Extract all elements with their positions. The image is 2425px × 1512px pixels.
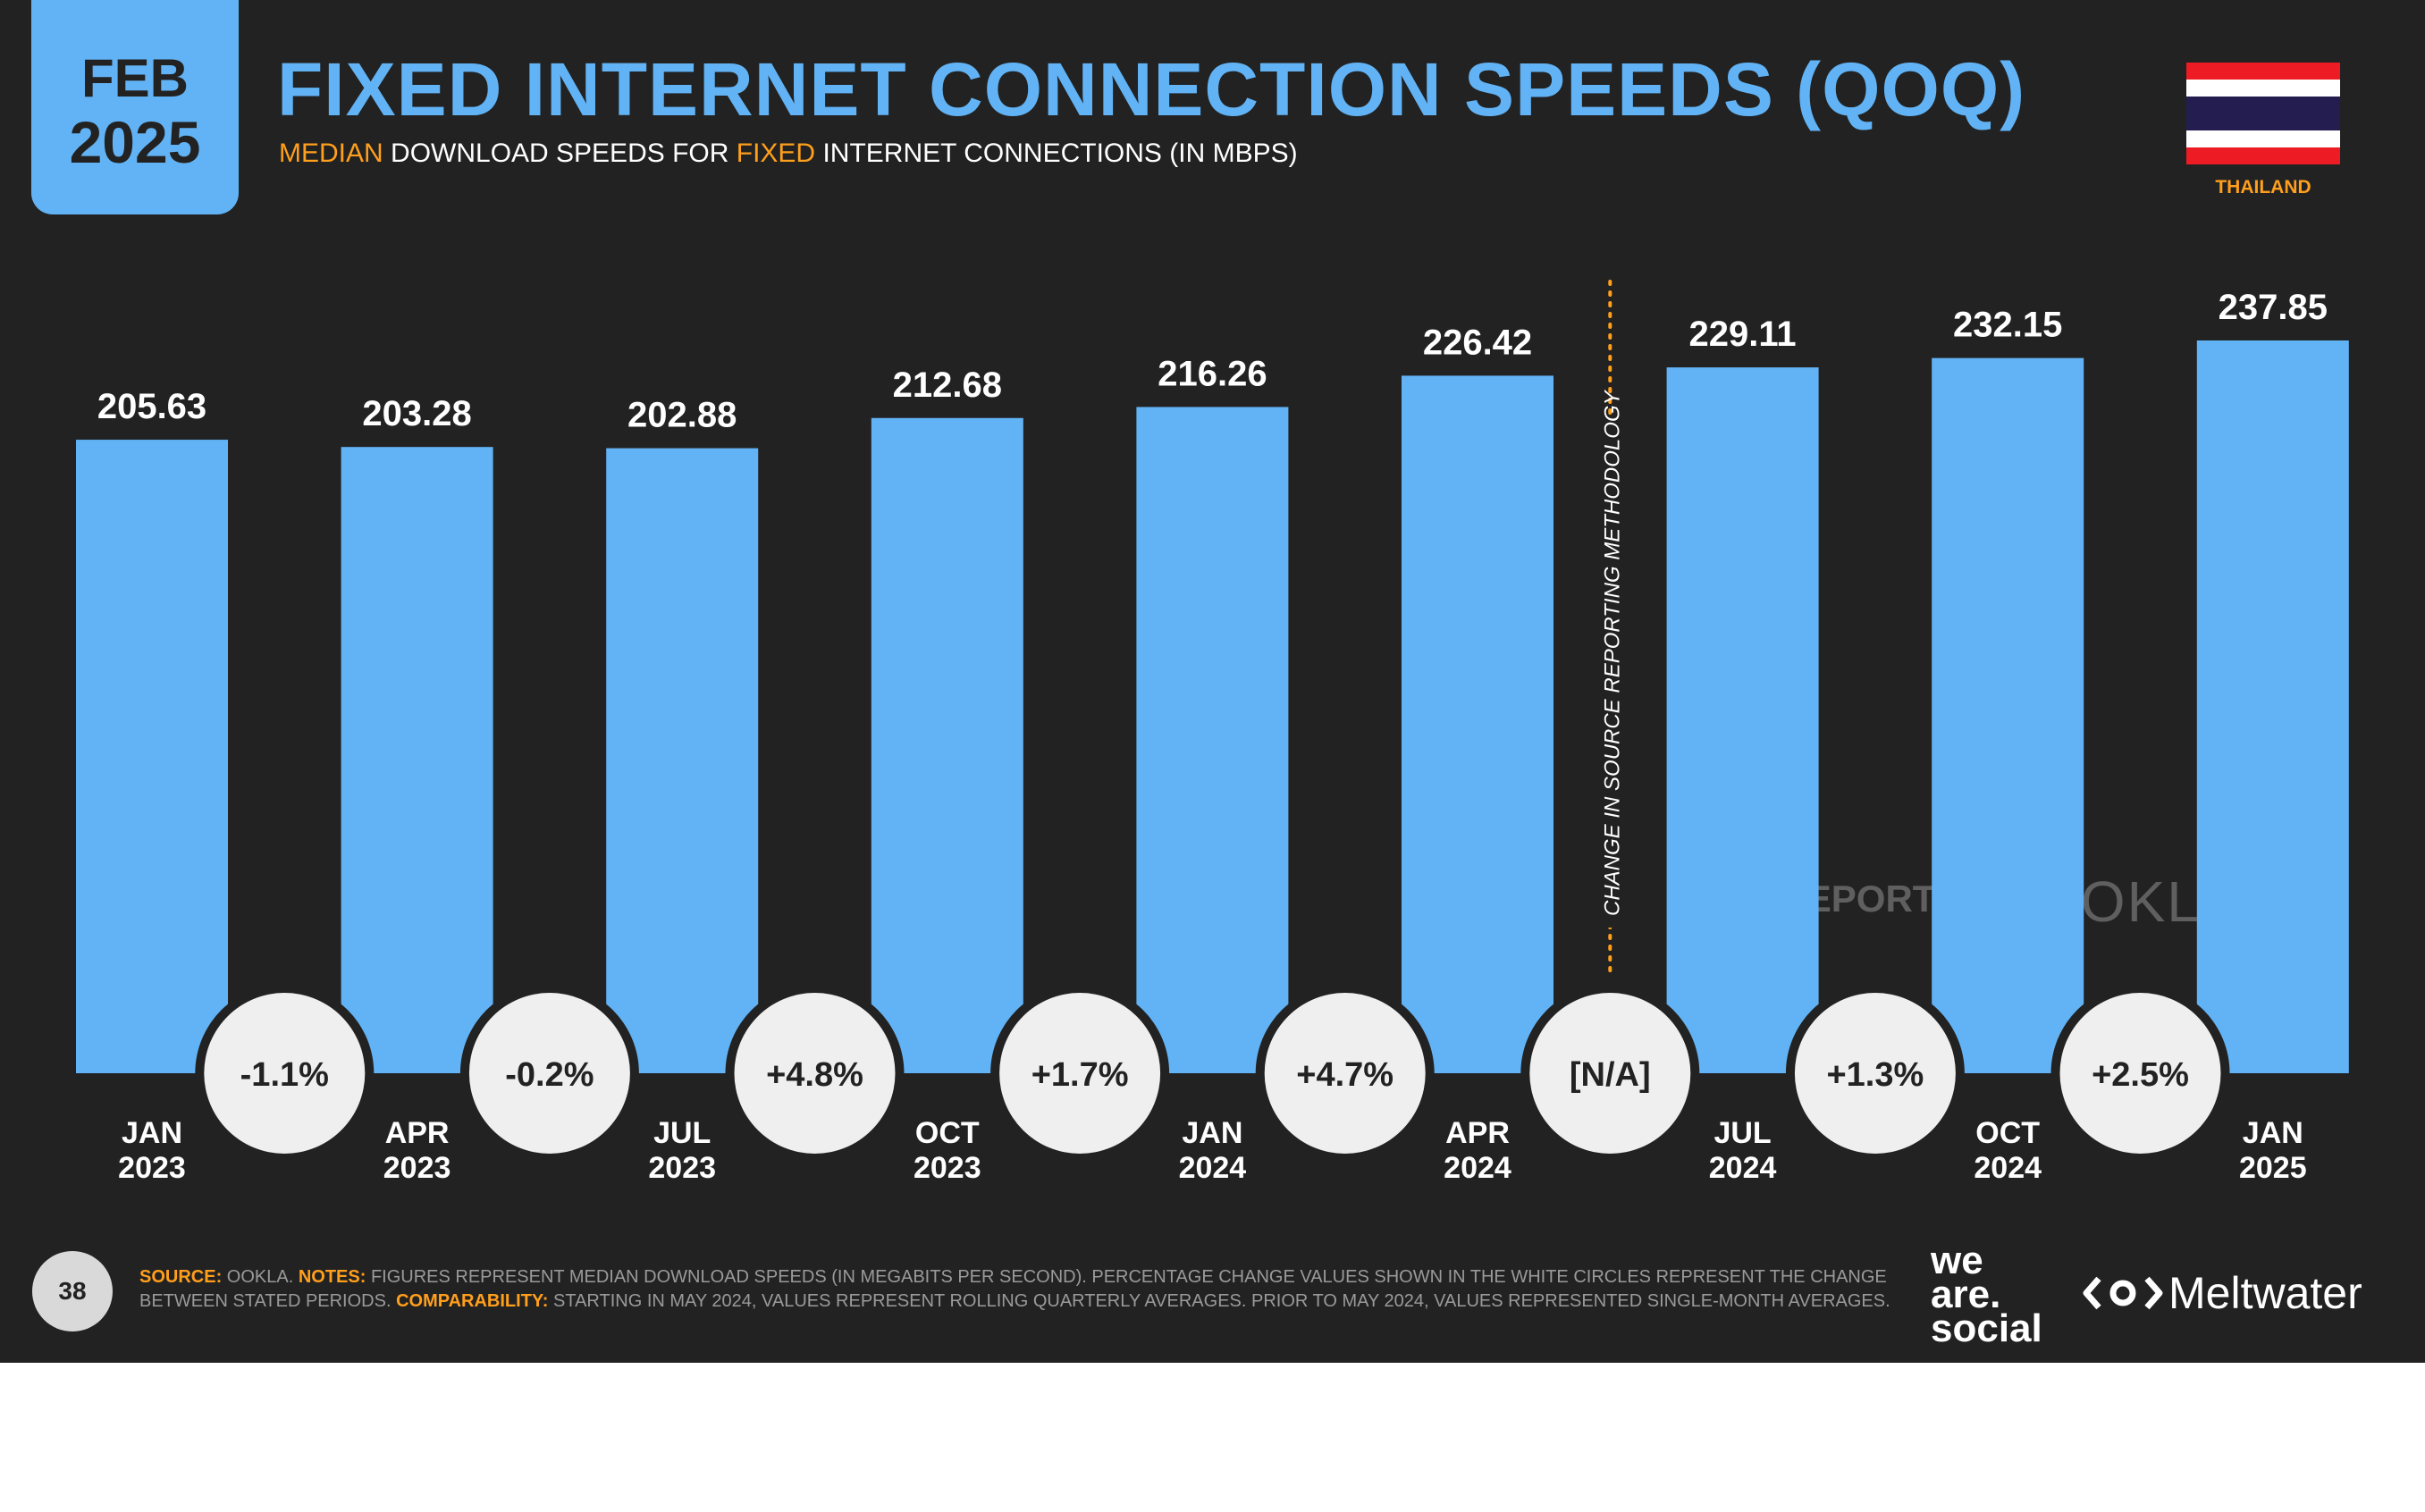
comparability-label: COMPARABILITY:	[396, 1291, 549, 1311]
change-label: [N/A]	[1570, 1056, 1651, 1094]
bar-value-label: 202.88	[627, 396, 737, 435]
source-text: OOKLA.	[222, 1267, 299, 1287]
page-title: FIXED INTERNET CONNECTION SPEEDS (QOQ)	[277, 47, 2026, 131]
bar-value-label: 226.42	[1423, 323, 1532, 362]
x-tick-label-month: APR	[385, 1116, 450, 1150]
change-label: +1.3%	[1826, 1056, 1924, 1094]
change-circle	[204, 993, 366, 1154]
bar	[606, 448, 759, 1073]
bar-value-label: 229.11	[1689, 315, 1797, 354]
change-circle	[734, 993, 896, 1154]
flag-stripe-red-bottom	[2186, 147, 2340, 164]
bar	[1402, 375, 1554, 1073]
bar	[871, 417, 1023, 1073]
x-tick-label-year: 2023	[118, 1151, 186, 1185]
x-tick-label-month: JAN	[2243, 1116, 2303, 1150]
bar	[1666, 367, 1819, 1073]
change-label: +4.7%	[1296, 1056, 1394, 1094]
logo-social: social	[1931, 1306, 2042, 1350]
footer-notes: SOURCE: OOKLA. NOTES: FIGURES REPRESENT …	[139, 1265, 1891, 1314]
flag-stripe-white-top	[2186, 80, 2340, 97]
bar	[1136, 407, 1289, 1073]
subtitle-highlight-median: MEDIAN	[279, 139, 383, 168]
x-tick-label-year: 2024	[1444, 1151, 1511, 1185]
bar-value-label: 203.28	[362, 394, 471, 433]
bar-value-label: 232.15	[1953, 306, 2062, 345]
x-tick-label-year: 2024	[1709, 1151, 1777, 1185]
x-tick-label-year: 2023	[383, 1151, 451, 1185]
x-tick-label-month: OCT	[1975, 1116, 2040, 1150]
subtitle-text-2: INTERNET CONNECTIONS (IN MBPS)	[815, 139, 1298, 168]
x-tick-label-month: JUL	[653, 1116, 711, 1150]
change-label: +4.8%	[766, 1056, 863, 1094]
meltwater-mark-icon	[2083, 1276, 2163, 1310]
bar-chart: 205.63JAN2023203.28APR2023202.88JUL20232…	[76, 280, 2349, 1185]
bar	[76, 440, 228, 1073]
x-tick-label-month: APR	[1445, 1116, 1510, 1150]
x-tick-label-month: JAN	[1182, 1116, 1242, 1150]
bar-value-label: 237.85	[2219, 288, 2328, 327]
x-tick-label-month: OCT	[915, 1116, 980, 1150]
bar-value-label: 205.63	[97, 387, 206, 426]
x-tick-label-year: 2024	[1974, 1151, 2042, 1185]
we-are-social-logo: we are. social	[1931, 1239, 2065, 1350]
change-circle	[468, 993, 630, 1154]
change-circle	[999, 993, 1161, 1154]
meltwater-text: Meltwater	[2168, 1268, 2362, 1318]
x-tick-label-month: JUL	[1713, 1116, 1771, 1150]
change-circle	[1529, 993, 1691, 1154]
methodology-label: CHANGE IN SOURCE REPORTING METHODOLOGY	[1600, 389, 1624, 916]
source-label: SOURCE:	[139, 1267, 223, 1287]
change-circle	[1794, 993, 1956, 1154]
x-tick-label-month: JAN	[122, 1116, 182, 1150]
thailand-flag-icon	[2186, 63, 2340, 164]
logo-are: are.	[1931, 1273, 2001, 1316]
x-tick-label-year: 2024	[1179, 1151, 1247, 1185]
change-label: +1.7%	[1031, 1056, 1129, 1094]
x-tick-label-year: 2025	[2239, 1151, 2307, 1185]
methodology-label-background	[1596, 418, 1625, 928]
bar	[1932, 357, 2084, 1074]
x-tick-label-year: 2023	[914, 1151, 981, 1185]
change-circle	[2059, 993, 2221, 1154]
change-label: +2.5%	[2092, 1056, 2189, 1094]
bar	[341, 447, 493, 1073]
notes-label: NOTES:	[298, 1267, 366, 1287]
date-year: 2025	[69, 109, 201, 175]
bar-value-label: 212.68	[893, 365, 1002, 405]
date-badge: FEB 2025	[31, 0, 239, 214]
flag-stripe-blue	[2186, 97, 2340, 130]
subtitle-text-1: DOWNLOAD SPEEDS FOR	[383, 139, 737, 168]
x-tick-label-year: 2023	[648, 1151, 716, 1185]
page-number: 38	[32, 1251, 113, 1331]
country-label: THAILAND	[2215, 177, 2311, 197]
flag-stripe-white-bottom	[2186, 130, 2340, 147]
subtitle: MEDIAN DOWNLOAD SPEEDS FOR FIXED INTERNE…	[279, 139, 1298, 169]
bar	[2196, 340, 2349, 1073]
logo-we: we	[1931, 1239, 1983, 1282]
change-circle	[1264, 993, 1426, 1154]
comparability-text: STARTING IN MAY 2024, VALUES REPRESENT R…	[548, 1291, 1890, 1311]
notes-text: FIGURES REPRESENT MEDIAN DOWNLOAD SPEEDS…	[139, 1267, 1887, 1311]
subtitle-highlight-fixed: FIXED	[736, 139, 816, 168]
bar-value-label: 216.26	[1158, 354, 1267, 393]
change-label: -0.2%	[505, 1056, 594, 1094]
change-label: -1.1%	[240, 1056, 329, 1094]
flag-stripe-red-top	[2186, 63, 2340, 80]
date-month: FEB	[81, 48, 189, 108]
